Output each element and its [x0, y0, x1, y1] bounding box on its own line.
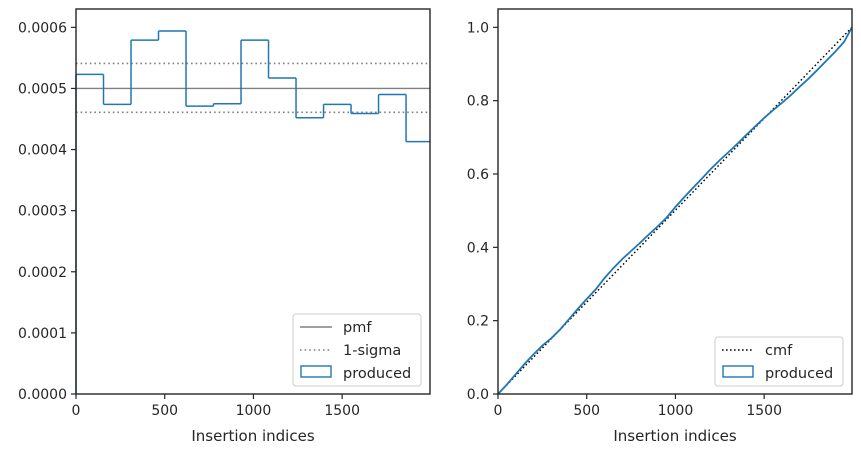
x-axis-label: Insertion indices: [613, 427, 736, 445]
x-tick-label: 0: [72, 403, 81, 419]
legend: pmf 1-sigma produced: [292, 313, 422, 387]
x-tick-label: 0: [494, 403, 503, 419]
x-tick-label: 1000: [658, 403, 694, 419]
plot-frame: [497, 8, 853, 395]
pmf-chart: 0 500 1000 1500 0.0000 0.0001 0.0002 0.0003 0.0…: [18, 8, 431, 445]
x-axis-label: Insertion indices: [191, 427, 314, 445]
y-tick-label: 0.0005: [18, 81, 67, 97]
x-tick-label: 500: [151, 403, 178, 419]
y-tick-label: 0.0000: [18, 387, 67, 403]
legend-label-produced: produced: [765, 366, 833, 382]
y-tick-label: 0.0006: [18, 20, 67, 36]
produced-cumulative-line: [497, 26, 853, 395]
y-tick-label: 0.0: [467, 387, 489, 403]
y-tick-label: 0.0001: [18, 326, 67, 342]
legend-label-1-sigma: 1-sigma: [343, 343, 401, 359]
x-tick-label: 500: [573, 403, 600, 419]
y-tick-label: 0.8: [467, 94, 489, 110]
legend-label-pmf: pmf: [343, 320, 372, 336]
cmf-chart: 0 500 1000 1500 0.0 0.2 0.4 0.6 0.8 1.0 Insertio…: [467, 8, 853, 445]
y-tick-label: 0.2: [467, 314, 489, 330]
y-tick-label: 0.6: [467, 167, 489, 183]
x-tick-label: 1500: [746, 403, 782, 419]
x-tick-label: 1500: [324, 403, 360, 419]
legend-label-cmf: cmf: [765, 343, 793, 359]
legend-swatch-produced: [722, 365, 754, 378]
y-tick-label: 0.0004: [18, 143, 67, 159]
y-tick-label: 0.0002: [18, 265, 67, 281]
y-tick-label: 1.0: [467, 20, 489, 36]
legend-swatch-produced: [300, 365, 332, 378]
legend-label-produced: produced: [343, 366, 411, 382]
y-tick-label: 0.4: [467, 240, 489, 256]
x-tick-label: 1000: [236, 403, 272, 419]
y-tick-label: 0.0003: [18, 204, 67, 220]
legend: cmf produced: [714, 336, 844, 387]
